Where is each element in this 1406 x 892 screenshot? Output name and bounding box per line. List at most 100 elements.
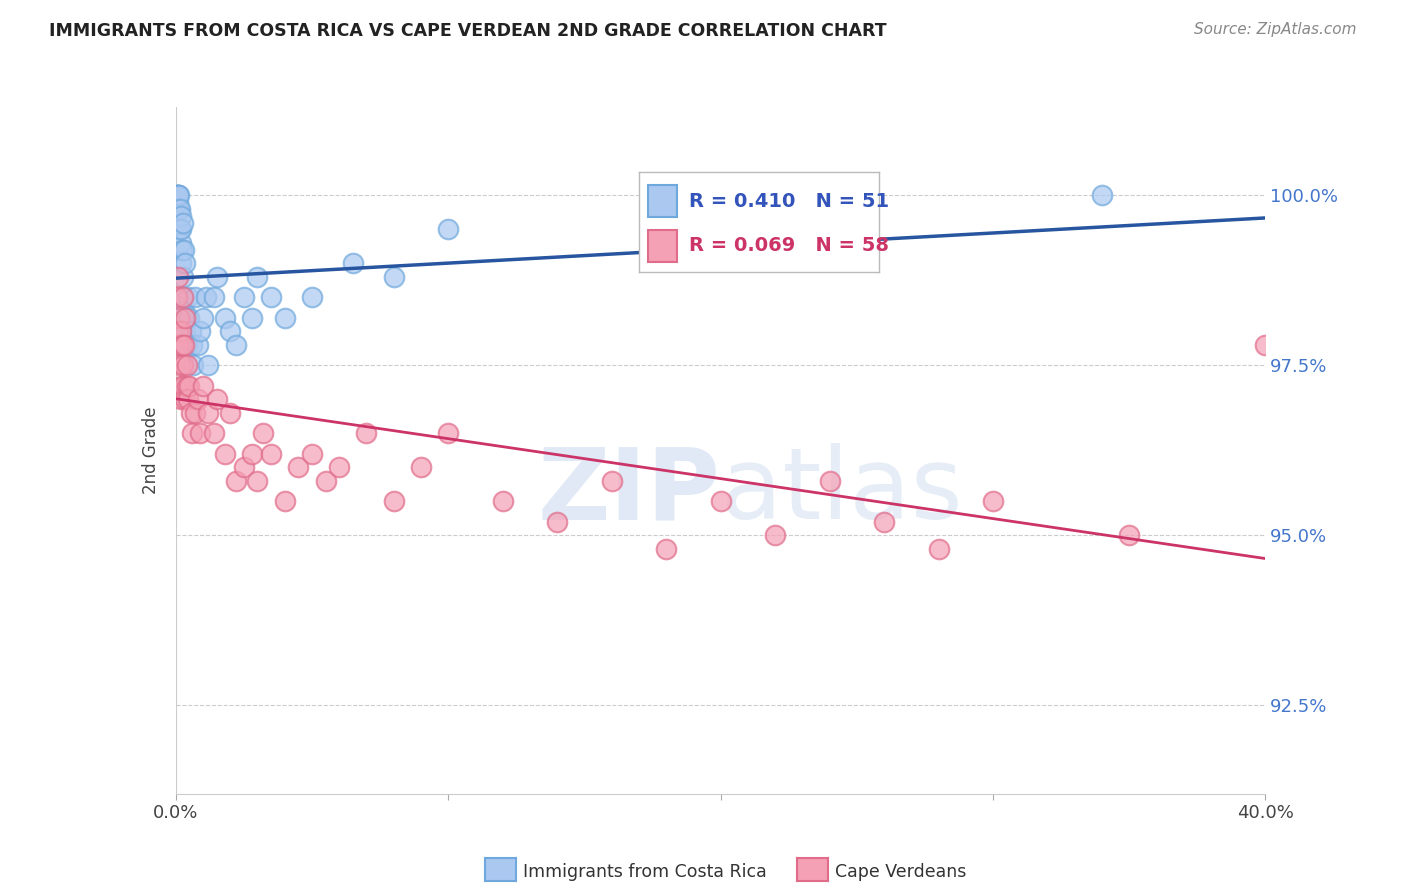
Point [437,222,460,236]
Point [1254,338,1277,352]
Point [174,256,197,270]
Point [172,359,194,373]
Point [1118,528,1140,542]
Point [172,379,194,393]
Point [202,290,225,304]
Point [172,290,194,304]
Point [172,270,194,285]
Point [492,494,515,508]
Point [219,406,242,420]
Text: Cape Verdeans: Cape Verdeans [835,863,966,881]
Point [169,359,191,373]
Point [179,310,201,325]
Point [180,406,202,420]
Point [600,474,623,488]
Point [246,474,269,488]
Point [186,392,209,407]
Point [188,325,211,339]
Point [167,270,190,285]
Point [179,379,201,393]
Point [437,426,460,441]
Point [225,338,247,352]
Point [546,515,568,529]
Point [181,426,204,441]
Point [174,392,197,407]
Point [315,474,337,488]
Text: R = 0.410   N = 51: R = 0.410 N = 51 [689,192,890,211]
Point [173,243,195,257]
Point [219,325,242,339]
Point [246,270,269,285]
Point [301,447,323,461]
Point [170,222,193,236]
Point [240,310,263,325]
Point [174,310,197,325]
Point [167,338,190,352]
Point [191,379,214,393]
Point [169,379,191,393]
Point [301,290,323,304]
Point [232,290,254,304]
Point [710,494,733,508]
Point [191,310,214,325]
Point [167,188,190,202]
Point [180,325,202,339]
Point [205,392,228,407]
Point [172,290,194,304]
Point [186,338,209,352]
Point [232,460,254,475]
Point [194,290,217,304]
Point [167,188,190,202]
Point [183,359,205,373]
Text: Source: ZipAtlas.com: Source: ZipAtlas.com [1194,22,1357,37]
Point [342,256,364,270]
Point [382,270,405,285]
Point [274,494,297,508]
Point [928,542,950,557]
Point [177,392,200,407]
Point [169,202,191,216]
Point [184,406,207,420]
Point [170,256,193,270]
Point [167,188,190,202]
Point [176,310,198,325]
Point [981,494,1004,508]
Point [170,243,193,257]
Point [176,338,198,352]
Point [169,222,191,236]
Point [1091,188,1114,202]
Point [328,460,350,475]
Point [202,426,225,441]
Point [184,290,207,304]
Point [176,359,198,373]
Point [240,447,263,461]
Text: R = 0.069   N = 58: R = 0.069 N = 58 [689,236,889,255]
Point [176,379,198,393]
Point [655,542,678,557]
Point [167,222,190,236]
Point [205,270,228,285]
Point [174,325,197,339]
Point [169,325,191,339]
Point [356,426,378,441]
Point [409,460,432,475]
Point [166,188,188,202]
Point [169,209,191,223]
Point [214,447,236,461]
Point [873,515,896,529]
Text: atlas: atlas [721,443,962,541]
Point [274,310,297,325]
Point [197,406,219,420]
Point [260,290,283,304]
Point [214,310,236,325]
Point [225,474,247,488]
Point [173,304,195,318]
Point [188,426,211,441]
Text: IMMIGRANTS FROM COSTA RICA VS CAPE VERDEAN 2ND GRADE CORRELATION CHART: IMMIGRANTS FROM COSTA RICA VS CAPE VERDE… [49,22,887,40]
Point [167,202,190,216]
Point [172,216,194,230]
Point [167,188,190,202]
Text: Immigrants from Costa Rica: Immigrants from Costa Rica [523,863,766,881]
Bar [648,230,678,262]
Point [170,392,193,407]
